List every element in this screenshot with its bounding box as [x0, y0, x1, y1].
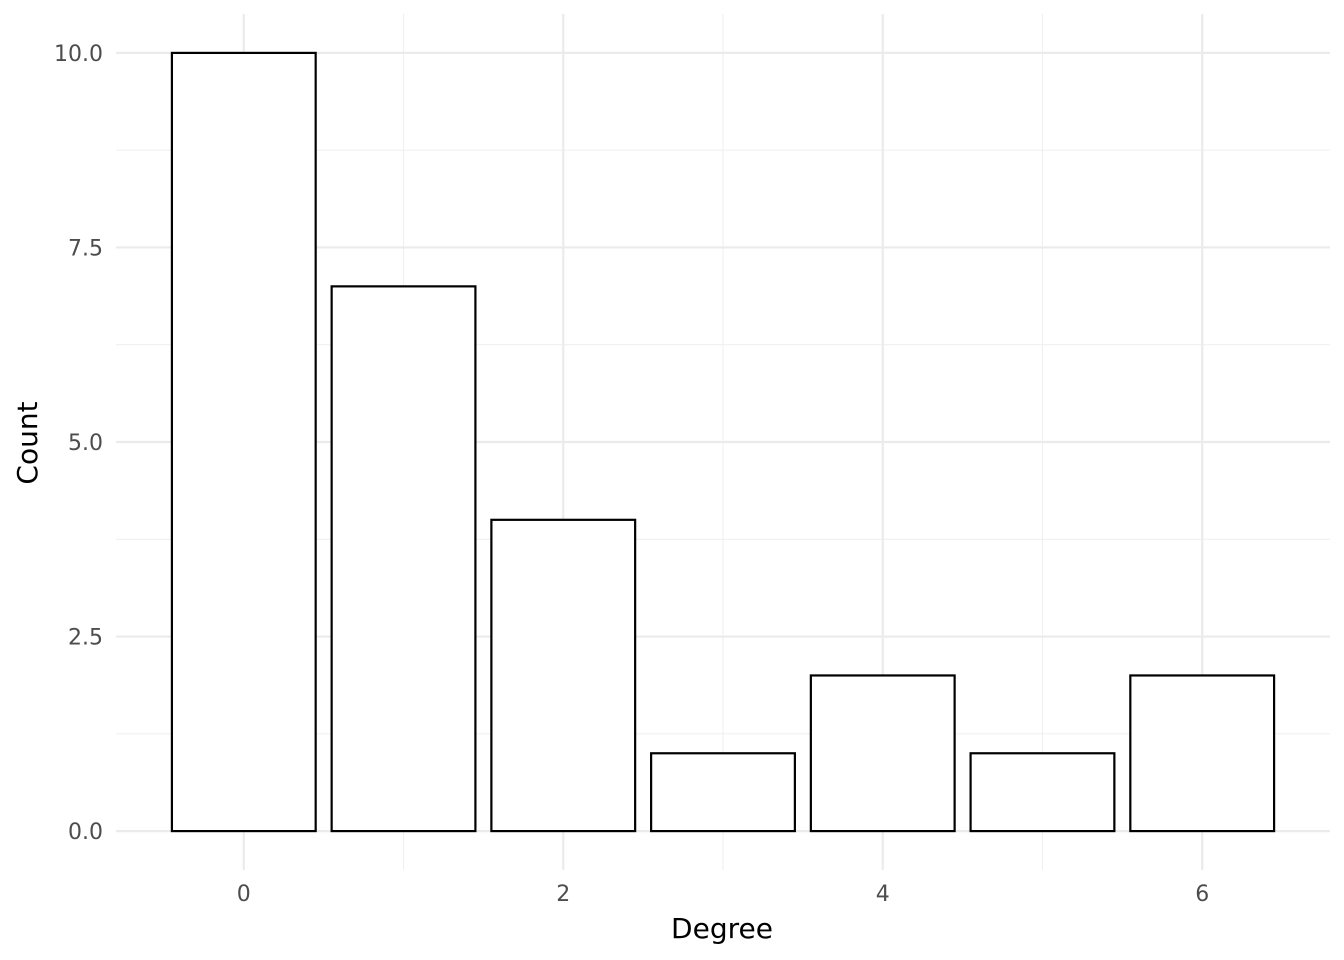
- y-axis-ticks: 0.0 2.5 5.0 7.5 10.0: [54, 42, 103, 845]
- x-axis-title: Degree: [671, 912, 773, 945]
- y-tick-label: 7.5: [68, 236, 103, 261]
- bars: [170, 51, 1276, 833]
- x-axis-ticks: 0 2 4 6: [237, 882, 1209, 907]
- bar-degree-6: [1129, 674, 1276, 833]
- x-tick-label: 4: [876, 882, 890, 907]
- y-axis-title: Count: [11, 401, 44, 484]
- x-tick-label: 0: [237, 882, 251, 907]
- x-tick-label: 6: [1195, 882, 1209, 907]
- bar-degree-2: [490, 518, 637, 833]
- y-tick-label: 2.5: [68, 626, 103, 651]
- bar-degree-5: [969, 752, 1116, 833]
- y-tick-label: 0.0: [68, 820, 103, 845]
- y-tick-label: 5.0: [68, 431, 103, 456]
- bar-degree-1: [330, 285, 477, 833]
- bar-degree-4: [809, 674, 956, 833]
- bar-degree-3: [650, 752, 796, 833]
- bar-degree-0: [170, 51, 317, 833]
- y-tick-label: 10.0: [54, 42, 103, 67]
- x-tick-label: 2: [556, 882, 570, 907]
